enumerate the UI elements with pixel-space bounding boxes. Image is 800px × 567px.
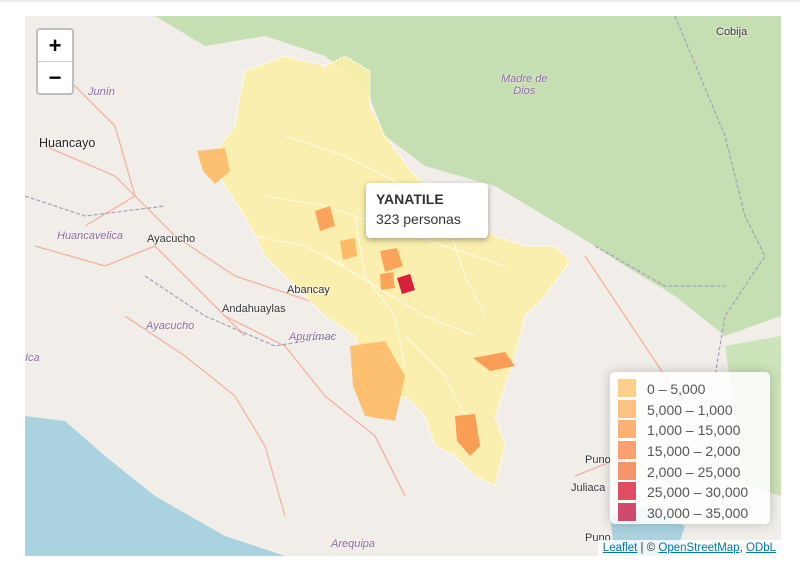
legend-item: 0 – 5,000 [618,378,762,399]
map-popup: YANATILE 323 personas [366,183,488,238]
district-shade [473,352,515,371]
district-shade [380,272,395,290]
osm-link[interactable]: OpenStreetMap [658,542,740,554]
legend-label: 1,000 – 15,000 [647,422,741,439]
legend-swatch [618,441,636,460]
legend-swatch [618,399,636,418]
place-label: Juliaca [571,482,606,494]
district-shade [397,274,415,294]
odbl-link[interactable]: ODbL [745,542,776,554]
legend-item: 1,000 – 15,000 [618,419,762,440]
borders [25,16,766,377]
region-label: Apurímac [289,331,337,343]
sea [25,416,285,556]
legend-item: 30,000 – 35,000 [618,502,762,523]
legend-label: 0 – 5,000 [647,381,706,397]
forest-area [155,16,781,336]
legend-label: 30,000 – 35,000 [647,505,749,522]
zoom-control: + − [36,28,74,95]
legend-swatch [618,461,636,480]
map-attribution: Leaflet | © OpenStreetMap, ODbL [597,540,781,556]
place-label: Abancay [287,284,330,296]
place-label: Puno [585,454,611,466]
legend-label: 2,000 – 25,000 [647,463,741,480]
popup-title: YANATILE [376,191,444,207]
place-label: Huancayo [39,136,96,150]
attribution-comma: , [739,542,746,554]
region-label: Madre de Dios [501,73,548,97]
legend-item: 2,000 – 25,000 [618,461,762,482]
district-shade [380,248,403,272]
place-label: Andahuaylas [222,303,286,315]
district-shade [455,414,480,456]
district-shade [350,341,405,421]
region-label: Ica [25,352,40,364]
region-label: Huancavelica [57,230,124,242]
map-container[interactable]: Cobija Huancayo Ayacucho Abancay Andahua… [25,16,781,556]
legend-swatch [618,379,636,397]
basemap [25,16,781,556]
region-label: Ayacucho [146,320,195,332]
region-label: Junín [88,86,115,98]
top-divider [0,0,800,2]
legend-label: 5,000 – 1,000 [647,401,733,418]
legend-swatch [618,420,636,439]
region-label: Arequipa [331,538,376,550]
popup-value: 323 personas [376,211,461,227]
legend-label: 15,000 – 2,000 [647,443,741,460]
district-shade [340,238,357,260]
zoom-in-button[interactable]: + [48,33,62,58]
legend-item: 15,000 – 2,000 [618,440,762,461]
attribution-separator: | © [637,542,659,554]
zoom-out-button[interactable]: − [38,61,72,93]
legend-swatch [618,503,636,522]
district-shade [315,206,335,231]
legend-item: 25,000 – 30,000 [618,481,762,502]
district-lines [254,135,506,417]
place-label: Cobija [716,26,748,38]
legend-swatch [618,482,636,501]
choropleth-region [214,55,571,488]
place-label: Ayacucho [147,233,196,245]
map-legend: 0 – 5,000 5,000 – 1,000 1,000 – 15,000 1… [610,372,770,524]
legend-item: 5,000 – 1,000 [618,399,762,420]
district-shade [197,148,230,184]
leaflet-link[interactable]: Leaflet [602,542,638,554]
legend-label: 25,000 – 30,000 [647,484,749,501]
